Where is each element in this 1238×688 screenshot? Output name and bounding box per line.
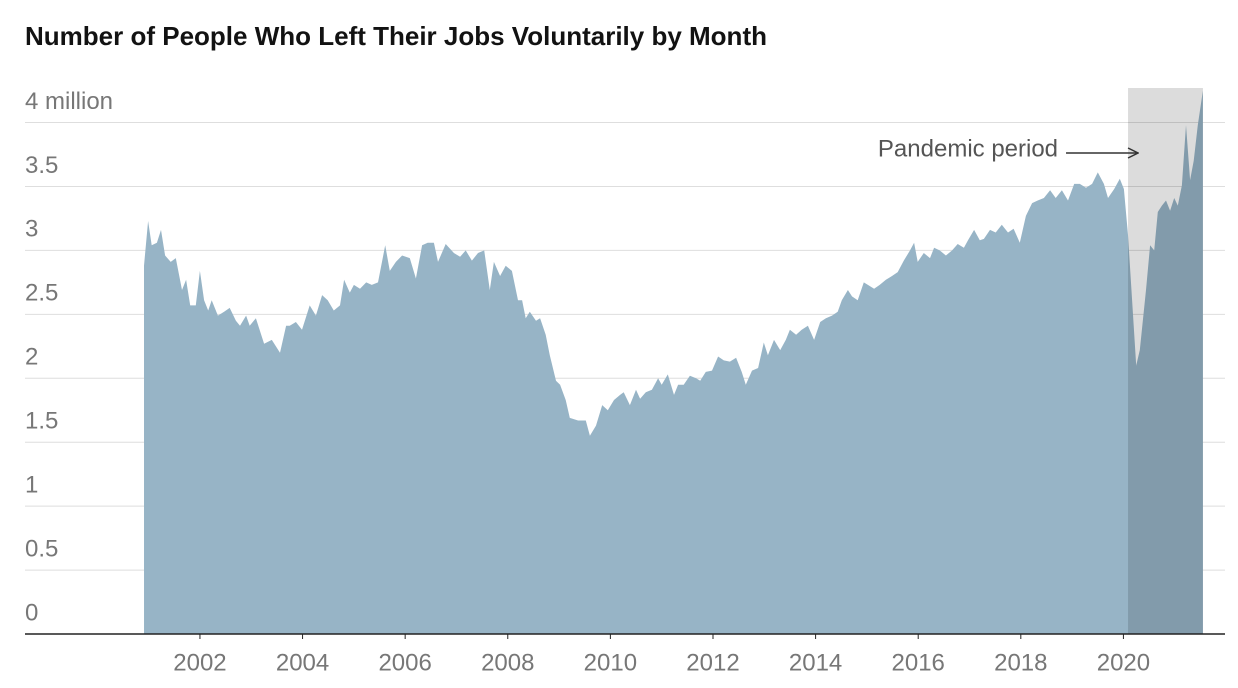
y-tick-label: 2.5: [25, 280, 58, 307]
x-tick-label: 2018: [994, 649, 1047, 676]
x-tick-label: 2004: [276, 649, 329, 676]
annotation-label: Pandemic period: [878, 135, 1058, 162]
y-tick-label: 2: [25, 344, 38, 371]
x-tick-label: 2002: [173, 649, 226, 676]
y-tick-label: 0.5: [25, 535, 58, 562]
y-tick-label: 4 million: [25, 88, 113, 115]
highlight-band: [1128, 88, 1203, 634]
y-tick-label: 3.5: [25, 152, 58, 179]
x-tick-label: 2010: [584, 649, 637, 676]
x-tick-label: 2014: [789, 649, 842, 676]
x-tick-label: 2008: [481, 649, 534, 676]
y-tick-label: 0: [25, 599, 38, 626]
x-tick-label: 2006: [378, 649, 431, 676]
y-tick-label: 3: [25, 216, 38, 243]
y-tick-label: 1: [25, 471, 38, 498]
x-tick-label: 2016: [892, 649, 945, 676]
y-tick-label: 1.5: [25, 408, 58, 435]
x-tick-label: 2012: [686, 649, 739, 676]
x-tick-label: 2020: [1097, 649, 1150, 676]
chart-title: Number of People Who Left Their Jobs Vol…: [25, 21, 767, 51]
area: [144, 90, 1203, 635]
